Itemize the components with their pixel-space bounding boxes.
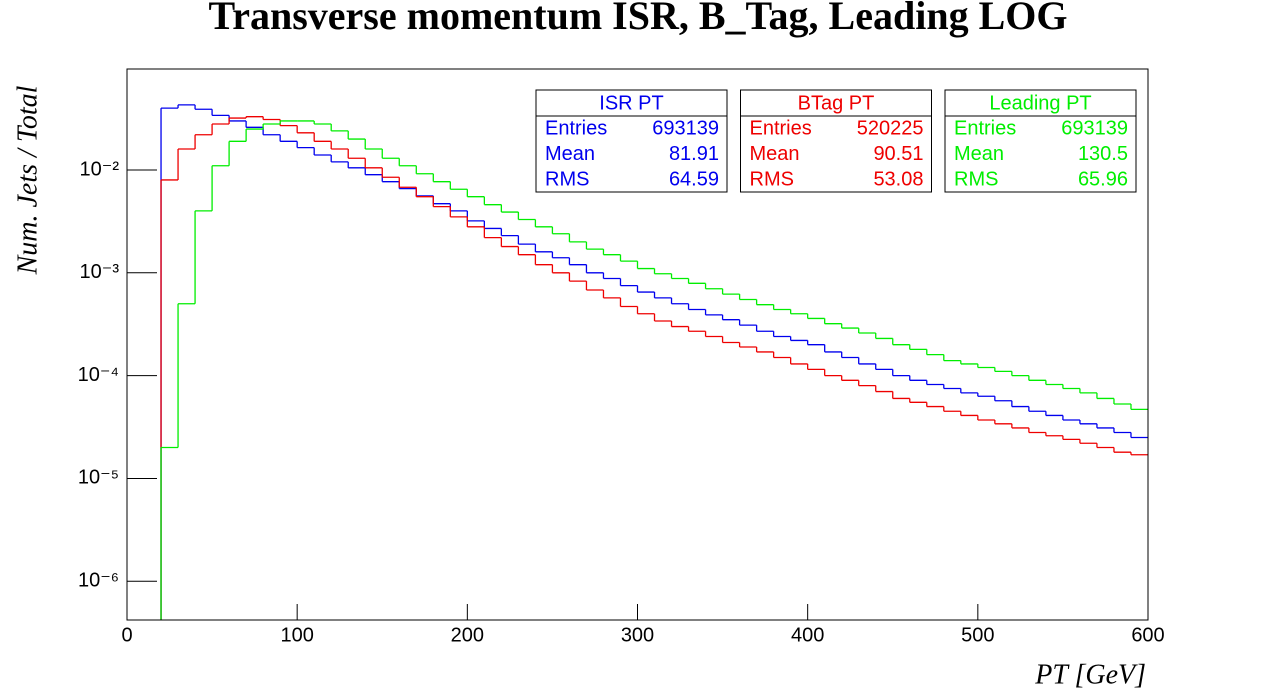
stats-label: Entries [750, 117, 812, 139]
y-axis-label: Num. Jets / Total [12, 85, 43, 275]
stats-label: RMS [545, 168, 589, 190]
x-tick-label: 300 [621, 624, 654, 646]
chart-title: Transverse momentum ISR, B_Tag, Leading … [209, 0, 1068, 38]
stats-box [740, 89, 932, 193]
x-axis-label: PT [GeV] [1034, 659, 1146, 690]
stats-value: 53.08 [873, 168, 923, 190]
plot-area [160, 104, 1148, 620]
step-riser [160, 116, 1132, 620]
stats-value: 520225 [857, 117, 924, 139]
x-tick-label: 500 [961, 624, 994, 646]
stats-label: RMS [954, 168, 998, 190]
x-tick-label: 100 [280, 624, 313, 646]
stats-value: 81.91 [669, 143, 719, 165]
stats-value: 90.51 [873, 143, 923, 165]
stats-value: 693139 [1061, 117, 1128, 139]
stats-label: Entries [954, 117, 1016, 139]
x-tick-label: 400 [791, 624, 824, 646]
stats-box [535, 89, 728, 193]
y-tick-label: 10⁻³ [80, 261, 120, 283]
x-tick-label: 0 [121, 624, 132, 646]
y-tick-label: 10⁻⁵ [78, 467, 119, 489]
stats-label: Entries [545, 117, 607, 139]
stats-value: 693139 [652, 117, 719, 139]
stats-label: Mean [954, 143, 1004, 165]
step-riser [160, 120, 1132, 620]
stats-box [944, 89, 1137, 193]
x-tick-label: 600 [1131, 624, 1164, 646]
y-tick-label: 10⁻² [80, 158, 120, 180]
stats-label: Mean [750, 143, 800, 165]
legend-entry: Leading PT [989, 92, 1091, 114]
y-tick-label: 10⁻⁶ [78, 570, 119, 592]
y-tick-label: 10⁻⁴ [78, 364, 119, 386]
stats-label: Mean [545, 143, 595, 165]
stats-label: RMS [750, 168, 794, 190]
stats-value: 130.5 [1078, 143, 1128, 165]
legend-entry: BTag PT [798, 92, 875, 114]
x-tick-label: 200 [451, 624, 484, 646]
stats-value: 65.96 [1078, 168, 1128, 190]
legend-entry: ISR PT [599, 92, 663, 114]
stats-value: 64.59 [669, 168, 719, 190]
